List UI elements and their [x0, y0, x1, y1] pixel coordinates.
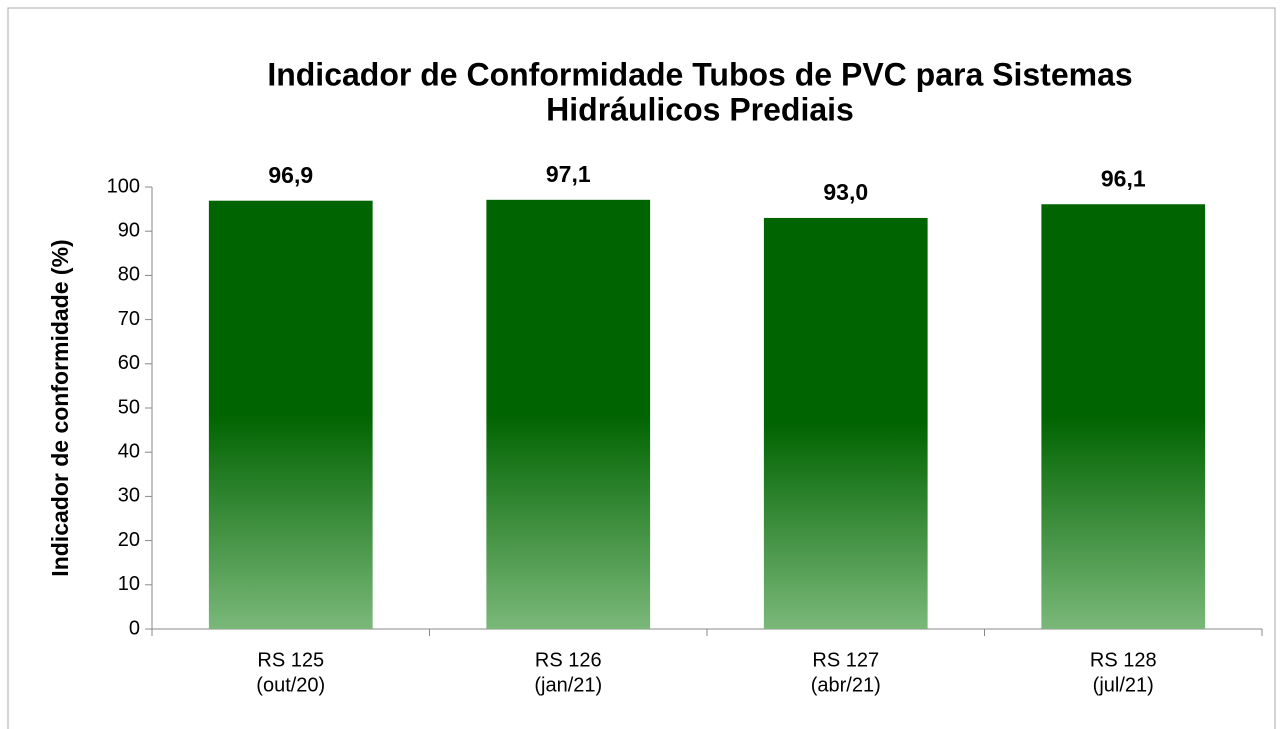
- value-label: 97,1: [546, 161, 591, 187]
- chart-title: Indicador de Conformidade Tubos de PVC p…: [267, 57, 1132, 128]
- value-label: 96,9: [268, 162, 313, 188]
- value-label: 93,0: [823, 179, 868, 205]
- x-tick-label: RS 127 (abr/21): [811, 650, 881, 697]
- value-label: 96,1: [1101, 165, 1146, 191]
- y-tick-label: 30: [118, 485, 140, 507]
- bar: [486, 199, 651, 629]
- frame: [7, 7, 1276, 729]
- x-tick-label: RS 128 (jul/21): [1090, 650, 1157, 697]
- bar: [208, 200, 373, 629]
- y-tick-label: 100: [107, 175, 140, 197]
- y-tick-label: 50: [118, 396, 140, 418]
- bar: [763, 217, 928, 629]
- y-tick-label: 20: [118, 529, 140, 551]
- y-axis-label: Indicador de conformidade (%): [47, 239, 73, 576]
- y-tick-label: 10: [118, 573, 140, 595]
- x-tick-label: RS 125 (out/20): [256, 650, 325, 697]
- y-tick-label: 0: [129, 617, 140, 639]
- y-tick-label: 80: [118, 264, 140, 286]
- bar: [1041, 204, 1206, 629]
- y-tick-label: 60: [118, 352, 140, 374]
- y-tick-label: 40: [118, 440, 140, 462]
- x-tick-label: RS 126 (jan/21): [534, 650, 602, 697]
- y-tick-label: 70: [118, 308, 140, 330]
- y-tick-label: 90: [118, 219, 140, 241]
